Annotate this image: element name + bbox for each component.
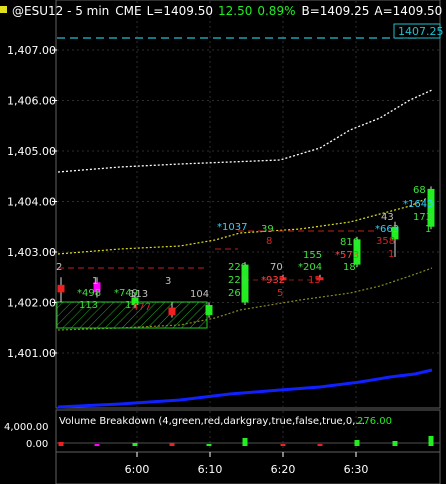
time-axis-tick: 6:30: [344, 463, 369, 476]
candle-body: [131, 297, 139, 306]
order-flow-annotations: 21*498113*74911134773104398*103722922926…: [56, 185, 433, 313]
candle-body: [168, 307, 176, 316]
volume-bar: [428, 436, 434, 446]
annotation-label: 155: [303, 250, 322, 261]
annotation-label: 1: [92, 276, 98, 287]
value-area-box: [56, 301, 208, 329]
annotation-label: 26: [228, 288, 241, 299]
volume-panel-value: 276.00: [357, 416, 392, 427]
annotation-label: 1: [388, 249, 394, 260]
annotation-label: 18: [343, 262, 356, 273]
candle-body: [427, 188, 435, 227]
volume-bar: [242, 438, 248, 446]
ask-price: A=1409.50: [374, 4, 442, 18]
annotation-label: 229: [228, 275, 247, 286]
annotation-label: 113: [129, 289, 148, 300]
annotation-label: 2: [56, 262, 62, 273]
volume-bar: [169, 443, 175, 446]
annotation-label: *204: [298, 262, 322, 273]
price-axis-tick: 1,405.00: [7, 145, 56, 158]
annotation-label: 43: [381, 212, 394, 223]
volume-axis-tick-low: 0.00: [26, 439, 48, 450]
candle-body: [353, 239, 361, 265]
annotation-label: 70: [270, 262, 283, 273]
volume-bar: [392, 441, 398, 446]
annotation-label: *663: [375, 224, 399, 235]
chart-header: @ESU12 - 5 min CME L=1409.50 12.50 0.89% B=14…: [0, 4, 446, 18]
annotation-label: *749: [114, 288, 138, 299]
annotation-label: 1: [125, 300, 131, 311]
annotation-label: *1037: [217, 222, 247, 233]
annotation-label: 173: [413, 212, 432, 223]
annotation-label: *573: [335, 250, 359, 261]
annotation-label: 39: [261, 224, 274, 235]
annotation-label: *932: [261, 275, 285, 286]
annotation-label: 3: [165, 276, 171, 287]
blue-average-line: [57, 368, 433, 409]
annotation-label: 5: [277, 288, 283, 299]
volume-axis-tick-high: 4,000.00: [4, 422, 49, 433]
annotation-label: *498: [77, 288, 101, 299]
symbol-label: @ESU12 - 5 min: [12, 4, 109, 18]
annotation-label: 113: [79, 300, 98, 311]
candle-body: [93, 282, 101, 293]
time-axis: 6:00 6:10 6:20 6:30: [125, 452, 369, 476]
volume-bar: [354, 440, 360, 446]
candle-body: [316, 277, 324, 281]
price-axis-tick: 1,401.00: [7, 347, 56, 360]
time-axis-tick: 6:20: [271, 463, 296, 476]
candle-body: [391, 226, 399, 240]
volume-bar: [206, 444, 212, 446]
level-flag-label: 1407.25: [398, 25, 444, 38]
volume-bars-layer: [58, 436, 434, 446]
price-axis-tick: 1,404.00: [7, 196, 56, 209]
annotation-label: *1643: [403, 199, 433, 210]
annotation-label: 68: [413, 185, 426, 196]
net-change: 12.50: [218, 4, 252, 18]
price-axis-tick: 1,402.00: [7, 297, 56, 310]
time-axis-tick: 6:10: [198, 463, 223, 476]
time-axis-tick: 6:00: [125, 463, 150, 476]
price-axis-tick: 1,406.00: [7, 95, 56, 108]
volume-bar: [317, 444, 323, 446]
red-dashed-level-2: [215, 230, 375, 250]
annotation-label: 104: [190, 289, 209, 300]
annotation-label: 358: [376, 236, 395, 247]
volume-bar: [94, 444, 100, 446]
annotation-label: 15: [308, 275, 321, 286]
price-axis-tick: 1,407.00: [7, 44, 56, 57]
bid-price: B=1409.25: [301, 4, 369, 18]
status-indicator: [0, 6, 7, 13]
annotation-label: 229: [228, 262, 247, 273]
last-price: L=1409.50: [147, 4, 213, 18]
candle-body: [205, 305, 213, 316]
level-flag: [393, 23, 441, 39]
annotation-label: 810: [340, 237, 359, 248]
time-axis-frame: [55, 451, 441, 484]
annotation-label: 1: [425, 224, 431, 235]
volume-bar: [132, 443, 138, 446]
exchange-label: CME: [115, 4, 141, 18]
chart-frame: [55, 0, 441, 409]
price-axis: 1,407.00 1,406.00 1,405.00 1,404.00 1,403.00…: [7, 44, 57, 360]
candles-layer: [57, 186, 435, 318]
candle-body: [241, 264, 249, 303]
percent-change: 0.89%: [257, 4, 295, 18]
volume-panel-title: Volume Breakdown (4,green,red,darkgray,t…: [59, 416, 365, 427]
annotation-label: 477: [132, 302, 151, 313]
annotation-label: 8: [266, 236, 272, 247]
price-axis-tick: 1,403.00: [7, 246, 56, 259]
volume-bar: [58, 442, 64, 446]
volume-bar: [280, 444, 286, 446]
upper-band-line: [57, 89, 433, 173]
candle-body: [57, 284, 65, 293]
candle-body: [279, 277, 287, 281]
